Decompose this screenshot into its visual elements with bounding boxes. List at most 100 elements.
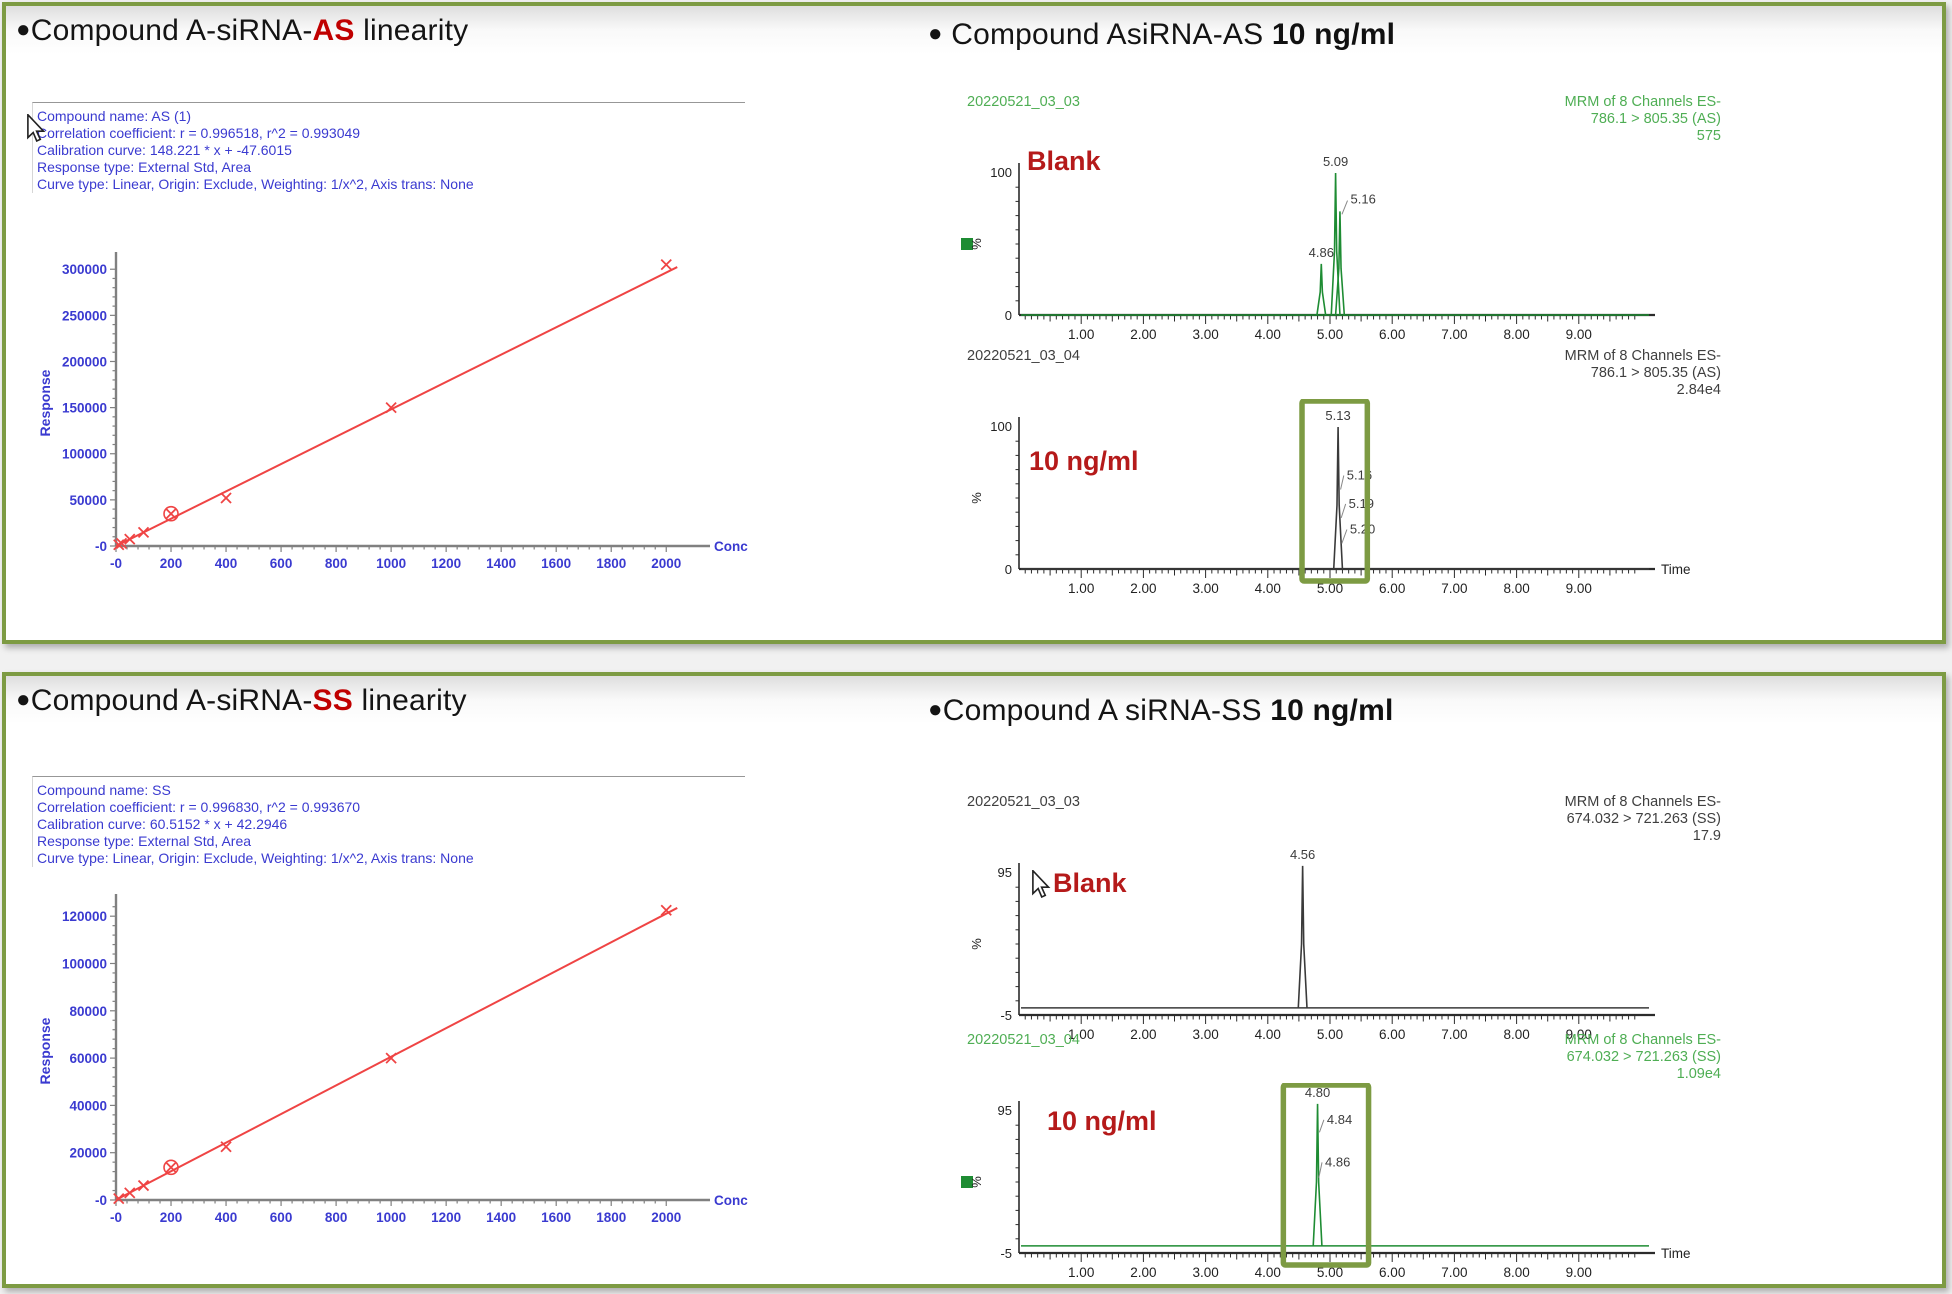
svg-text:2000: 2000: [651, 556, 681, 571]
svg-text:Time: Time: [1661, 562, 1691, 577]
mrm-line-1: MRM of 8 Channels ES-: [1564, 794, 1721, 810]
svg-text:100: 100: [990, 419, 1012, 434]
svg-text:7.00: 7.00: [1441, 327, 1467, 342]
svg-text:600: 600: [270, 1210, 293, 1225]
svg-text:6.00: 6.00: [1379, 327, 1405, 342]
title-text: Compound A-siRNA-: [30, 684, 313, 717]
mrm-line-1: MRM of 8 Channels ES-: [1564, 348, 1721, 364]
calibration-stats-as: Compound name: AS (1) Correlation coeffi…: [32, 102, 745, 193]
svg-text:600: 600: [270, 556, 293, 571]
sample-id: 20220521_03_04: [967, 348, 1080, 364]
svg-text:-5: -5: [1000, 1246, 1012, 1261]
title-strand-as: AS: [312, 14, 355, 47]
linearity-chart-ss: -0 20000 40000 60000 80000 100000 120000 -0 200 4…: [20, 872, 760, 1253]
chromatogram-plot: 95 -5% 1.00 2.00 3.00 4.00 5.00 6.00 7.00 8.00 9.0…: [941, 1082, 1721, 1294]
title-text-suffix: linearity: [352, 684, 467, 717]
svg-text:100: 100: [990, 165, 1012, 180]
bullet-icon: ●: [16, 686, 31, 713]
chromatogram-header: 20220521_03_04 MRM of 8 Channels ES- 674…: [941, 1032, 1721, 1083]
chromatogram-header: 20220521_03_03 MRM of 8 Channels ES- 674…: [941, 794, 1721, 845]
svg-text:5.00: 5.00: [1317, 581, 1343, 596]
svg-text:1600: 1600: [541, 1210, 571, 1225]
svg-text:Time: Time: [1661, 1246, 1691, 1261]
chromatogram-as-blank: 20220521_03_03 MRM of 8 Channels ES- 786…: [941, 94, 1721, 364]
mrm-line-3: 1.09e4: [1676, 1066, 1721, 1082]
chromatogram-header: 20220521_03_04 MRM of 8 Channels ES- 786…: [941, 348, 1721, 399]
svg-text:1.00: 1.00: [1068, 581, 1094, 596]
svg-text:4.80: 4.80: [1305, 1085, 1330, 1100]
svg-text:5.00: 5.00: [1317, 1027, 1343, 1042]
svg-text:120000: 120000: [62, 909, 107, 924]
svg-text:8.00: 8.00: [1503, 581, 1529, 596]
svg-text:200: 200: [160, 556, 183, 571]
linearity-chart-as: -0 50000 100000 150000 200000 250000 300000 -0 2…: [20, 174, 760, 599]
mrm-line-2: 786.1 > 805.35 (AS): [1590, 365, 1721, 381]
svg-text:4.00: 4.00: [1255, 581, 1281, 596]
svg-text:1000: 1000: [376, 556, 406, 571]
svg-text:3.00: 3.00: [1192, 581, 1218, 596]
mrm-line-1: MRM of 8 Channels ES-: [1564, 94, 1721, 110]
title-conc: 10 ng/ml: [1270, 694, 1394, 727]
sample-id: 20220521_03_03: [967, 794, 1080, 810]
bullet-icon: ●: [16, 16, 31, 43]
stat-compound-name: Compound name: AS (1): [37, 108, 192, 124]
svg-text:3.00: 3.00: [1192, 1027, 1218, 1042]
mrm-channel-info: MRM of 8 Channels ES- 674.032 > 721.263 …: [1565, 794, 1721, 845]
title-text: Compound A-siRNA-: [30, 14, 313, 47]
stat-compound-name: Compound name: SS: [37, 782, 171, 798]
svg-text:3.00: 3.00: [1192, 327, 1218, 342]
title-ss-linearity: ●Compound A-siRNA-SS linearity: [16, 684, 467, 718]
sample-id: 20220521_03_04: [967, 1032, 1080, 1048]
svg-text:9.00: 9.00: [1566, 581, 1592, 596]
svg-text:6.00: 6.00: [1379, 581, 1405, 596]
svg-text:4.86: 4.86: [1325, 1154, 1350, 1169]
svg-text:7.00: 7.00: [1441, 1265, 1467, 1280]
svg-text:8.00: 8.00: [1503, 1027, 1529, 1042]
svg-text:1.00: 1.00: [1068, 327, 1094, 342]
title-as-linearity: ●Compound A-siRNA-AS linearity: [16, 14, 468, 48]
title-conc: 10 ng/ml: [1271, 18, 1396, 51]
chromatogram-ss-blank: 20220521_03_03 MRM of 8 Channels ES- 674…: [941, 794, 1721, 1064]
svg-text:5.16: 5.16: [1351, 192, 1376, 207]
mrm-line-3: 2.84e4: [1676, 382, 1721, 398]
svg-text:40000: 40000: [69, 1098, 107, 1113]
mrm-line-1: MRM of 8 Channels ES-: [1564, 1032, 1721, 1048]
mrm-line-2: 674.032 > 721.263 (SS): [1566, 811, 1721, 827]
svg-text:Conc: Conc: [714, 539, 748, 554]
mrm-line-3: 575: [1696, 128, 1721, 144]
svg-text:9.00: 9.00: [1566, 1027, 1592, 1042]
svg-text:2.00: 2.00: [1130, 1265, 1156, 1280]
svg-text:150000: 150000: [62, 401, 107, 416]
mouse-cursor-icon: [27, 114, 46, 142]
svg-text:400: 400: [215, 556, 238, 571]
mrm-channel-info: MRM of 8 Channels ES- 674.032 > 721.263 …: [1565, 1032, 1721, 1083]
svg-text:800: 800: [325, 1210, 348, 1225]
stat-response-type: Response type: External Std, Area: [37, 833, 252, 849]
svg-text:-0: -0: [95, 539, 107, 554]
svg-text:5.00: 5.00: [1317, 1265, 1343, 1280]
svg-text:1400: 1400: [486, 1210, 516, 1225]
mrm-channel-info: MRM of 8 Channels ES- 786.1 > 805.35 (AS…: [1565, 348, 1721, 399]
svg-text:800: 800: [325, 556, 348, 571]
svg-text:5.00: 5.00: [1317, 327, 1343, 342]
svg-text:%: %: [969, 238, 984, 250]
svg-text:8.00: 8.00: [1503, 327, 1529, 342]
bullet-icon: ●: [928, 20, 943, 47]
sample-id: 20220521_03_03: [967, 94, 1080, 110]
svg-text:8.00: 8.00: [1503, 1265, 1529, 1280]
mouse-cursor-icon: [1032, 870, 1051, 898]
title-ss-10ng: ●Compound A siRNA-SS 10 ng/ml: [928, 694, 1394, 728]
svg-text:60000: 60000: [69, 1051, 107, 1066]
chromatogram-plot: 95 -5% 1.00 2.00 3.00 4.00 5.00 6.00 7.00 8.00 9.0…: [941, 845, 1721, 1064]
svg-text:%: %: [969, 492, 984, 504]
bullet-icon: ●: [928, 696, 943, 723]
stat-curve-type: Curve type: Linear, Origin: Exclude, Wei…: [37, 176, 474, 192]
svg-text:-0: -0: [110, 1210, 122, 1225]
svg-text:4.00: 4.00: [1255, 1265, 1281, 1280]
svg-text:1200: 1200: [431, 1210, 461, 1225]
chromatogram-plot: 100 0% 1.00 2.00 3.00 4.00 5.00 6.00 7.00 8.00 9.0…: [941, 398, 1721, 618]
title-text-suffix: linearity: [354, 14, 469, 47]
svg-text:-0: -0: [95, 1193, 107, 1208]
svg-text:1400: 1400: [486, 556, 516, 571]
title-strand-ss: SS: [312, 684, 353, 717]
